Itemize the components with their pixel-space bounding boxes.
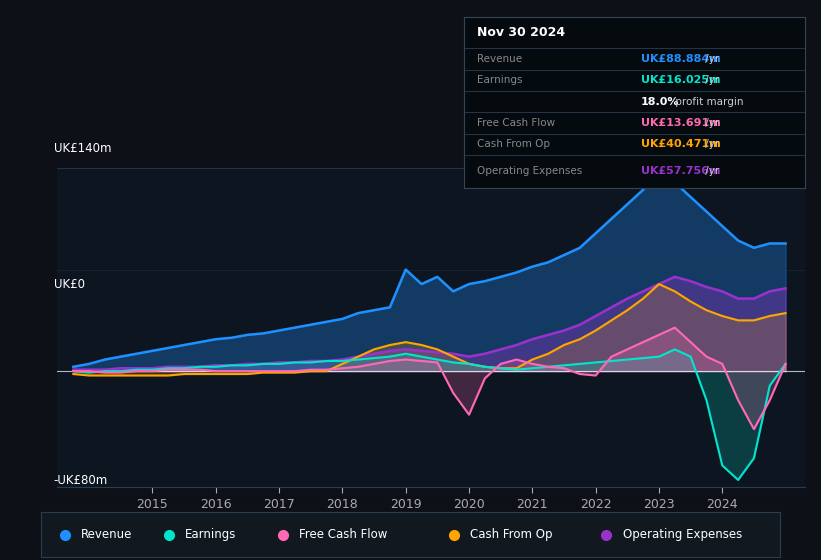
Text: UK£40.471m: UK£40.471m (641, 139, 721, 150)
Text: Free Cash Flow: Free Cash Flow (299, 528, 388, 542)
Text: Cash From Op: Cash From Op (470, 528, 553, 542)
Text: /yr: /yr (702, 76, 720, 85)
Text: UK£140m: UK£140m (53, 142, 111, 155)
Text: Nov 30 2024: Nov 30 2024 (478, 26, 566, 39)
Text: 18.0%: 18.0% (641, 97, 680, 107)
Text: Operating Expenses: Operating Expenses (478, 166, 583, 175)
Text: Earnings: Earnings (186, 528, 236, 542)
Text: UK£0: UK£0 (53, 278, 85, 291)
Text: /yr: /yr (702, 139, 720, 150)
Text: UK£88.884m: UK£88.884m (641, 54, 721, 64)
Text: Cash From Op: Cash From Op (478, 139, 551, 150)
Text: Revenue: Revenue (478, 54, 523, 64)
Text: Earnings: Earnings (478, 76, 523, 85)
Text: Revenue: Revenue (81, 528, 132, 542)
Text: Operating Expenses: Operating Expenses (622, 528, 742, 542)
Text: /yr: /yr (702, 118, 720, 128)
Text: UK£57.756m: UK£57.756m (641, 166, 721, 175)
Text: -UK£80m: -UK£80m (53, 474, 108, 487)
Text: profit margin: profit margin (672, 97, 743, 107)
Text: UK£13.691m: UK£13.691m (641, 118, 721, 128)
Text: Free Cash Flow: Free Cash Flow (478, 118, 556, 128)
Text: /yr: /yr (702, 54, 720, 64)
Text: UK£16.025m: UK£16.025m (641, 76, 721, 85)
Text: /yr: /yr (702, 166, 720, 175)
